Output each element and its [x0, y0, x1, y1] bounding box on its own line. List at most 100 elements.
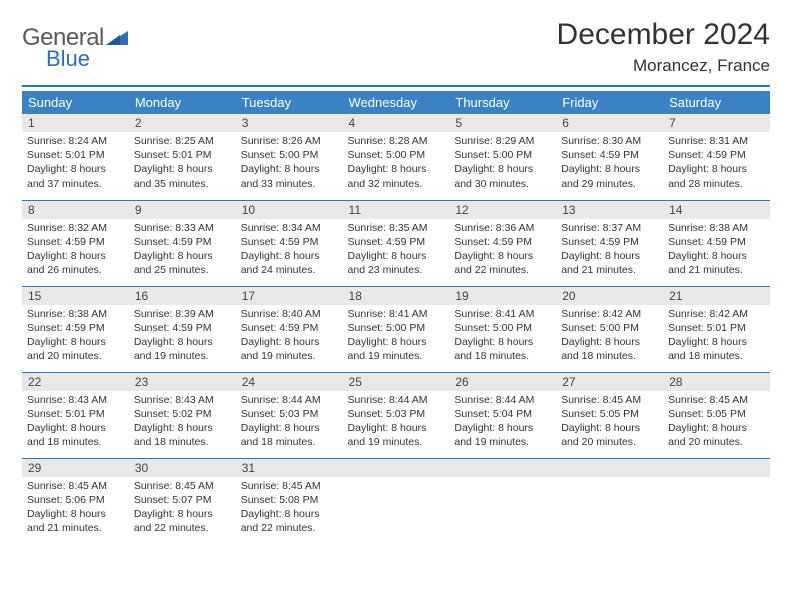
day-content: Sunrise: 8:43 AMSunset: 5:01 PMDaylight:…	[22, 391, 129, 456]
calendar-cell	[556, 458, 663, 544]
day-number: 6	[556, 114, 663, 132]
day-content: Sunrise: 8:26 AMSunset: 5:00 PMDaylight:…	[236, 132, 343, 197]
calendar-week-row: 29Sunrise: 8:45 AMSunset: 5:06 PMDayligh…	[22, 458, 770, 544]
day-header: Sunday	[22, 91, 129, 114]
calendar-cell: 14Sunrise: 8:38 AMSunset: 4:59 PMDayligh…	[663, 200, 770, 286]
sunrise-text: Sunrise: 8:40 AM	[241, 307, 338, 321]
day-content: Sunrise: 8:40 AMSunset: 4:59 PMDaylight:…	[236, 305, 343, 370]
day-content: Sunrise: 8:45 AMSunset: 5:05 PMDaylight:…	[556, 391, 663, 456]
day-number: 19	[449, 287, 556, 305]
daylight-text: Daylight: 8 hours and 26 minutes.	[27, 249, 124, 277]
day-number: 9	[129, 201, 236, 219]
sunrise-text: Sunrise: 8:44 AM	[348, 393, 445, 407]
day-content: Sunrise: 8:30 AMSunset: 4:59 PMDaylight:…	[556, 132, 663, 197]
day-number: 28	[663, 373, 770, 391]
sunset-text: Sunset: 5:00 PM	[454, 321, 551, 335]
logo: General Blue	[22, 18, 128, 72]
daylight-text: Daylight: 8 hours and 24 minutes.	[241, 249, 338, 277]
sunrise-text: Sunrise: 8:42 AM	[561, 307, 658, 321]
day-number-empty	[663, 459, 770, 477]
calendar-cell: 4Sunrise: 8:28 AMSunset: 5:00 PMDaylight…	[343, 114, 450, 200]
day-number: 23	[129, 373, 236, 391]
sunrise-text: Sunrise: 8:38 AM	[668, 221, 765, 235]
sunset-text: Sunset: 4:59 PM	[668, 235, 765, 249]
day-content: Sunrise: 8:32 AMSunset: 4:59 PMDaylight:…	[22, 219, 129, 284]
calendar-cell: 6Sunrise: 8:30 AMSunset: 4:59 PMDaylight…	[556, 114, 663, 200]
daylight-text: Daylight: 8 hours and 19 minutes.	[134, 335, 231, 363]
calendar-cell: 29Sunrise: 8:45 AMSunset: 5:06 PMDayligh…	[22, 458, 129, 544]
day-content: Sunrise: 8:38 AMSunset: 4:59 PMDaylight:…	[663, 219, 770, 284]
daylight-text: Daylight: 8 hours and 25 minutes.	[134, 249, 231, 277]
day-number: 18	[343, 287, 450, 305]
day-number-empty	[343, 459, 450, 477]
day-content: Sunrise: 8:35 AMSunset: 4:59 PMDaylight:…	[343, 219, 450, 284]
day-content: Sunrise: 8:42 AMSunset: 5:01 PMDaylight:…	[663, 305, 770, 370]
day-number: 26	[449, 373, 556, 391]
page-title: December 2024	[557, 18, 770, 52]
day-content: Sunrise: 8:43 AMSunset: 5:02 PMDaylight:…	[129, 391, 236, 456]
day-content: Sunrise: 8:45 AMSunset: 5:07 PMDaylight:…	[129, 477, 236, 542]
calendar-cell: 22Sunrise: 8:43 AMSunset: 5:01 PMDayligh…	[22, 372, 129, 458]
sunset-text: Sunset: 5:00 PM	[454, 148, 551, 162]
day-number-empty	[556, 459, 663, 477]
daylight-text: Daylight: 8 hours and 20 minutes.	[27, 335, 124, 363]
day-content: Sunrise: 8:45 AMSunset: 5:08 PMDaylight:…	[236, 477, 343, 542]
day-number: 17	[236, 287, 343, 305]
day-header: Thursday	[449, 91, 556, 114]
day-number: 3	[236, 114, 343, 132]
sunrise-text: Sunrise: 8:45 AM	[27, 479, 124, 493]
day-number: 1	[22, 114, 129, 132]
calendar-cell: 8Sunrise: 8:32 AMSunset: 4:59 PMDaylight…	[22, 200, 129, 286]
sunrise-text: Sunrise: 8:30 AM	[561, 134, 658, 148]
title-block: December 2024 Morancez, France	[557, 18, 770, 79]
sunrise-text: Sunrise: 8:45 AM	[668, 393, 765, 407]
sunset-text: Sunset: 5:03 PM	[348, 407, 445, 421]
daylight-text: Daylight: 8 hours and 30 minutes.	[454, 162, 551, 190]
calendar-cell: 31Sunrise: 8:45 AMSunset: 5:08 PMDayligh…	[236, 458, 343, 544]
sunrise-text: Sunrise: 8:44 AM	[241, 393, 338, 407]
page-header: General Blue December 2024 Morancez, Fra…	[22, 18, 770, 79]
day-content: Sunrise: 8:33 AMSunset: 4:59 PMDaylight:…	[129, 219, 236, 284]
sunrise-text: Sunrise: 8:33 AM	[134, 221, 231, 235]
sunset-text: Sunset: 5:00 PM	[561, 321, 658, 335]
sunrise-text: Sunrise: 8:35 AM	[348, 221, 445, 235]
calendar-cell: 5Sunrise: 8:29 AMSunset: 5:00 PMDaylight…	[449, 114, 556, 200]
sunset-text: Sunset: 5:00 PM	[241, 148, 338, 162]
daylight-text: Daylight: 8 hours and 21 minutes.	[668, 249, 765, 277]
day-content: Sunrise: 8:34 AMSunset: 4:59 PMDaylight:…	[236, 219, 343, 284]
calendar-cell: 2Sunrise: 8:25 AMSunset: 5:01 PMDaylight…	[129, 114, 236, 200]
sunrise-text: Sunrise: 8:43 AM	[27, 393, 124, 407]
calendar-cell: 16Sunrise: 8:39 AMSunset: 4:59 PMDayligh…	[129, 286, 236, 372]
sunrise-text: Sunrise: 8:32 AM	[27, 221, 124, 235]
day-content: Sunrise: 8:39 AMSunset: 4:59 PMDaylight:…	[129, 305, 236, 370]
day-content-empty	[556, 477, 663, 537]
day-content: Sunrise: 8:41 AMSunset: 5:00 PMDaylight:…	[343, 305, 450, 370]
calendar-cell: 26Sunrise: 8:44 AMSunset: 5:04 PMDayligh…	[449, 372, 556, 458]
day-content: Sunrise: 8:38 AMSunset: 4:59 PMDaylight:…	[22, 305, 129, 370]
sunrise-text: Sunrise: 8:45 AM	[134, 479, 231, 493]
daylight-text: Daylight: 8 hours and 33 minutes.	[241, 162, 338, 190]
day-content: Sunrise: 8:29 AMSunset: 5:00 PMDaylight:…	[449, 132, 556, 197]
day-number: 8	[22, 201, 129, 219]
sunset-text: Sunset: 5:02 PM	[134, 407, 231, 421]
day-number: 4	[343, 114, 450, 132]
day-number: 20	[556, 287, 663, 305]
sunrise-text: Sunrise: 8:24 AM	[27, 134, 124, 148]
day-content-empty	[663, 477, 770, 537]
sunset-text: Sunset: 5:00 PM	[348, 321, 445, 335]
sunset-text: Sunset: 4:59 PM	[134, 321, 231, 335]
sunset-text: Sunset: 4:59 PM	[348, 235, 445, 249]
day-content: Sunrise: 8:37 AMSunset: 4:59 PMDaylight:…	[556, 219, 663, 284]
day-content: Sunrise: 8:44 AMSunset: 5:03 PMDaylight:…	[343, 391, 450, 456]
calendar-week-row: 15Sunrise: 8:38 AMSunset: 4:59 PMDayligh…	[22, 286, 770, 372]
day-number: 31	[236, 459, 343, 477]
sunrise-text: Sunrise: 8:28 AM	[348, 134, 445, 148]
sunset-text: Sunset: 5:03 PM	[241, 407, 338, 421]
daylight-text: Daylight: 8 hours and 18 minutes.	[454, 335, 551, 363]
day-number: 15	[22, 287, 129, 305]
calendar-cell: 18Sunrise: 8:41 AMSunset: 5:00 PMDayligh…	[343, 286, 450, 372]
calendar-cell: 12Sunrise: 8:36 AMSunset: 4:59 PMDayligh…	[449, 200, 556, 286]
daylight-text: Daylight: 8 hours and 21 minutes.	[27, 507, 124, 535]
calendar-table: Sunday Monday Tuesday Wednesday Thursday…	[22, 91, 770, 544]
daylight-text: Daylight: 8 hours and 19 minutes.	[454, 421, 551, 449]
